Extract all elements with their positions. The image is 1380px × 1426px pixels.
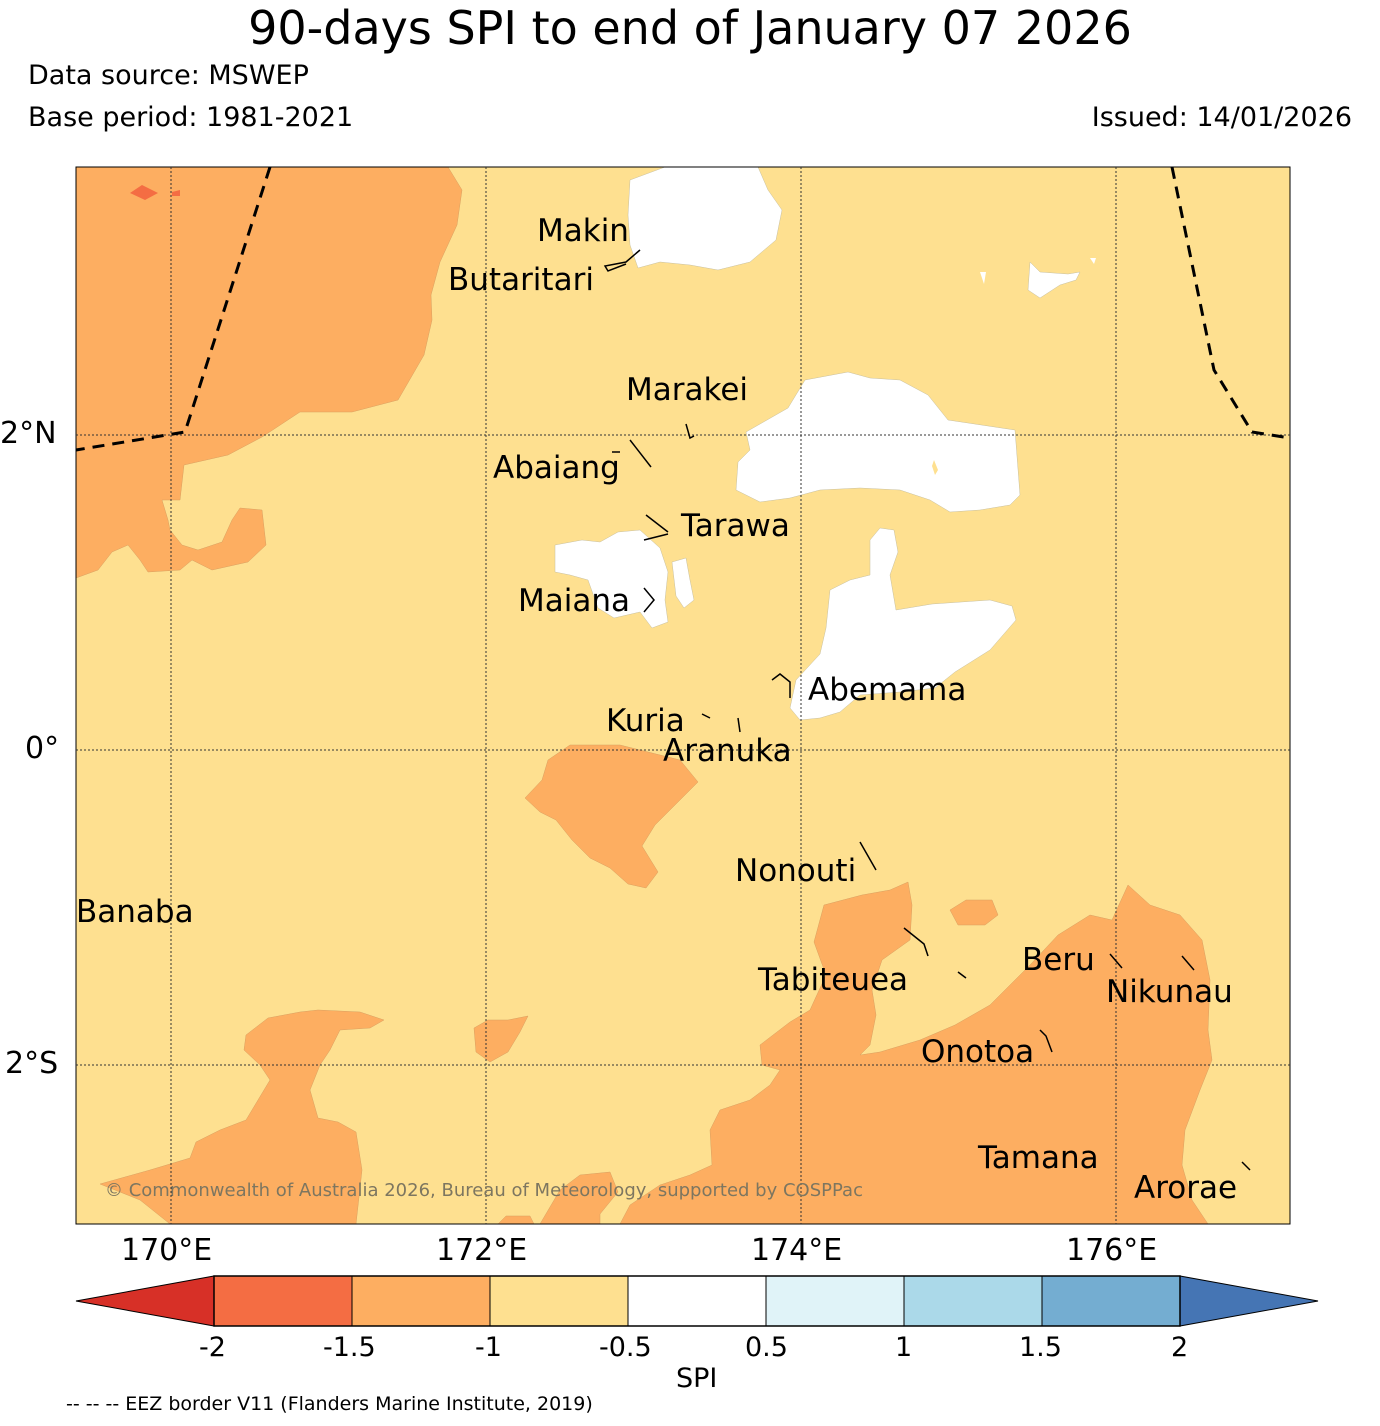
colorbar-segment-7 bbox=[1042, 1276, 1180, 1326]
lon-label-176e: 176°E bbox=[1066, 1233, 1158, 1268]
island-label-maiana: Maiana bbox=[518, 583, 630, 619]
island-aranuka bbox=[737, 717, 741, 733]
spi-region-southeast bbox=[619, 881, 1213, 1224]
island-nikunau bbox=[1181, 955, 1195, 971]
spi-patch-south-small-3 bbox=[497, 1215, 535, 1224]
island-maiana bbox=[643, 587, 655, 613]
island-label-tabiteuea: Tabiteuea bbox=[758, 962, 909, 998]
island-nonouti bbox=[859, 841, 877, 871]
spi-region-white-central bbox=[735, 371, 1021, 513]
island-label-abemama: Abemama bbox=[808, 672, 967, 708]
spi-region-northwest bbox=[76, 167, 463, 579]
spi-region-white-north bbox=[627, 167, 783, 271]
colorbar-tick-1: 1 bbox=[895, 1332, 913, 1363]
spi-patch-south-small-2 bbox=[539, 1171, 619, 1224]
eez-legend: -- -- -- EEZ border V11 (Flanders Marine… bbox=[66, 1393, 593, 1415]
colorbar-segment-5 bbox=[766, 1276, 904, 1326]
island-beru bbox=[1109, 953, 1123, 969]
island-abemama bbox=[771, 673, 791, 698]
lat-label-2s: 2°S bbox=[5, 1046, 59, 1081]
colorbar-segment-2 bbox=[352, 1276, 490, 1326]
eez-border-east bbox=[1170, 166, 1291, 440]
data-source: Data source: MSWEP bbox=[28, 60, 309, 91]
island-tabiteuea-south bbox=[957, 971, 967, 979]
island-tabiteuea-north bbox=[903, 927, 929, 957]
spi-patch-red bbox=[130, 185, 158, 200]
colorbar-segment-3 bbox=[490, 1276, 628, 1326]
map-title: 90-days SPI to end of January 07 2026 bbox=[248, 1, 1132, 55]
colorbar-tick-neg0-5: -0.5 bbox=[599, 1332, 652, 1363]
colorbar-under-triangle bbox=[75, 1275, 215, 1327]
island-label-tamana: Tamana bbox=[978, 1140, 1099, 1176]
eez-border-west bbox=[75, 166, 272, 452]
spi-region-central bbox=[524, 744, 699, 889]
lat-label-2n: 2°N bbox=[0, 416, 57, 451]
graticule bbox=[76, 167, 1290, 1224]
island-label-nikunau: Nikunau bbox=[1106, 974, 1233, 1010]
island-outlines bbox=[603, 249, 1251, 1171]
island-abaiang bbox=[629, 439, 652, 468]
spi-region-white-ne bbox=[1027, 261, 1081, 299]
lon-label-174e: 174°E bbox=[751, 1233, 843, 1268]
island-label-makin: Makin bbox=[537, 213, 629, 249]
colorbar-over-triangle bbox=[1179, 1275, 1319, 1327]
island-label-abaiang: Abaiang bbox=[493, 450, 620, 486]
colorbar bbox=[75, 1275, 1319, 1327]
issued-date: Issued: 14/01/2026 bbox=[1091, 102, 1352, 133]
island-label-arorae: Arorae bbox=[1134, 1170, 1238, 1206]
colorbar-tick-neg1: -1 bbox=[475, 1332, 502, 1363]
lon-label-170e: 170°E bbox=[121, 1233, 213, 1268]
island-kuria bbox=[701, 713, 711, 719]
island-label-onotoa: Onotoa bbox=[921, 1034, 1035, 1070]
colorbar-frame bbox=[213, 1275, 1181, 1327]
island-label-aranuka: Aranuka bbox=[663, 733, 792, 769]
island-label-banaba: Banaba bbox=[76, 894, 194, 930]
map-frame bbox=[75, 166, 1291, 1225]
lat-label-0: 0° bbox=[25, 731, 60, 766]
colorbar-tick-0-5: 0.5 bbox=[745, 1332, 788, 1363]
colorbar-tick-neg1-5: -1.5 bbox=[323, 1332, 376, 1363]
island-tarawa bbox=[643, 514, 669, 541]
colorbar-tick-neg2: -2 bbox=[199, 1332, 226, 1363]
island-makin-butaritari bbox=[603, 249, 641, 272]
island-marakei bbox=[685, 423, 695, 440]
island-label-butaritari: Butaritari bbox=[448, 262, 594, 298]
colorbar-segment-6 bbox=[904, 1276, 1042, 1326]
island-label-kuria: Kuria bbox=[606, 703, 685, 739]
spi-hole-abemama bbox=[932, 460, 938, 475]
colorbar-label: SPI bbox=[676, 1363, 718, 1394]
island-label-tarawa: Tarawa bbox=[681, 508, 790, 544]
spi-region-white-tarawa bbox=[554, 529, 669, 629]
colorbar-tick-1-5: 1.5 bbox=[1019, 1332, 1062, 1363]
spi-speck-1 bbox=[980, 272, 986, 284]
colorbar-segment-1 bbox=[214, 1276, 352, 1326]
island-label-marakei: Marakei bbox=[626, 372, 749, 408]
colorbar-dividers bbox=[351, 1276, 1043, 1326]
colorbar-tick-2: 2 bbox=[1171, 1332, 1189, 1363]
spi-region-white-maiana bbox=[671, 557, 695, 609]
island-arorae bbox=[1241, 1161, 1251, 1171]
spi-patch-red-small bbox=[172, 190, 180, 196]
spi-region-southwest bbox=[99, 1009, 385, 1224]
lon-label-172e: 172°E bbox=[436, 1233, 528, 1268]
spi-patch-east-small bbox=[949, 899, 999, 926]
colorbar-segment-4 bbox=[628, 1276, 766, 1326]
spi-speck-2 bbox=[1090, 258, 1096, 264]
eez-border bbox=[75, 166, 1291, 452]
island-label-nonouti: Nonouti bbox=[735, 853, 857, 889]
island-label-beru: Beru bbox=[1022, 942, 1095, 978]
base-period: Base period: 1981-2021 bbox=[28, 102, 354, 133]
spi-region-white-abemama bbox=[789, 527, 1017, 721]
copyright-notice: © Commonwealth of Australia 2026, Bureau… bbox=[105, 1180, 863, 1201]
spi-patch-south-small bbox=[473, 1015, 529, 1063]
island-onotoa bbox=[1039, 1029, 1053, 1053]
